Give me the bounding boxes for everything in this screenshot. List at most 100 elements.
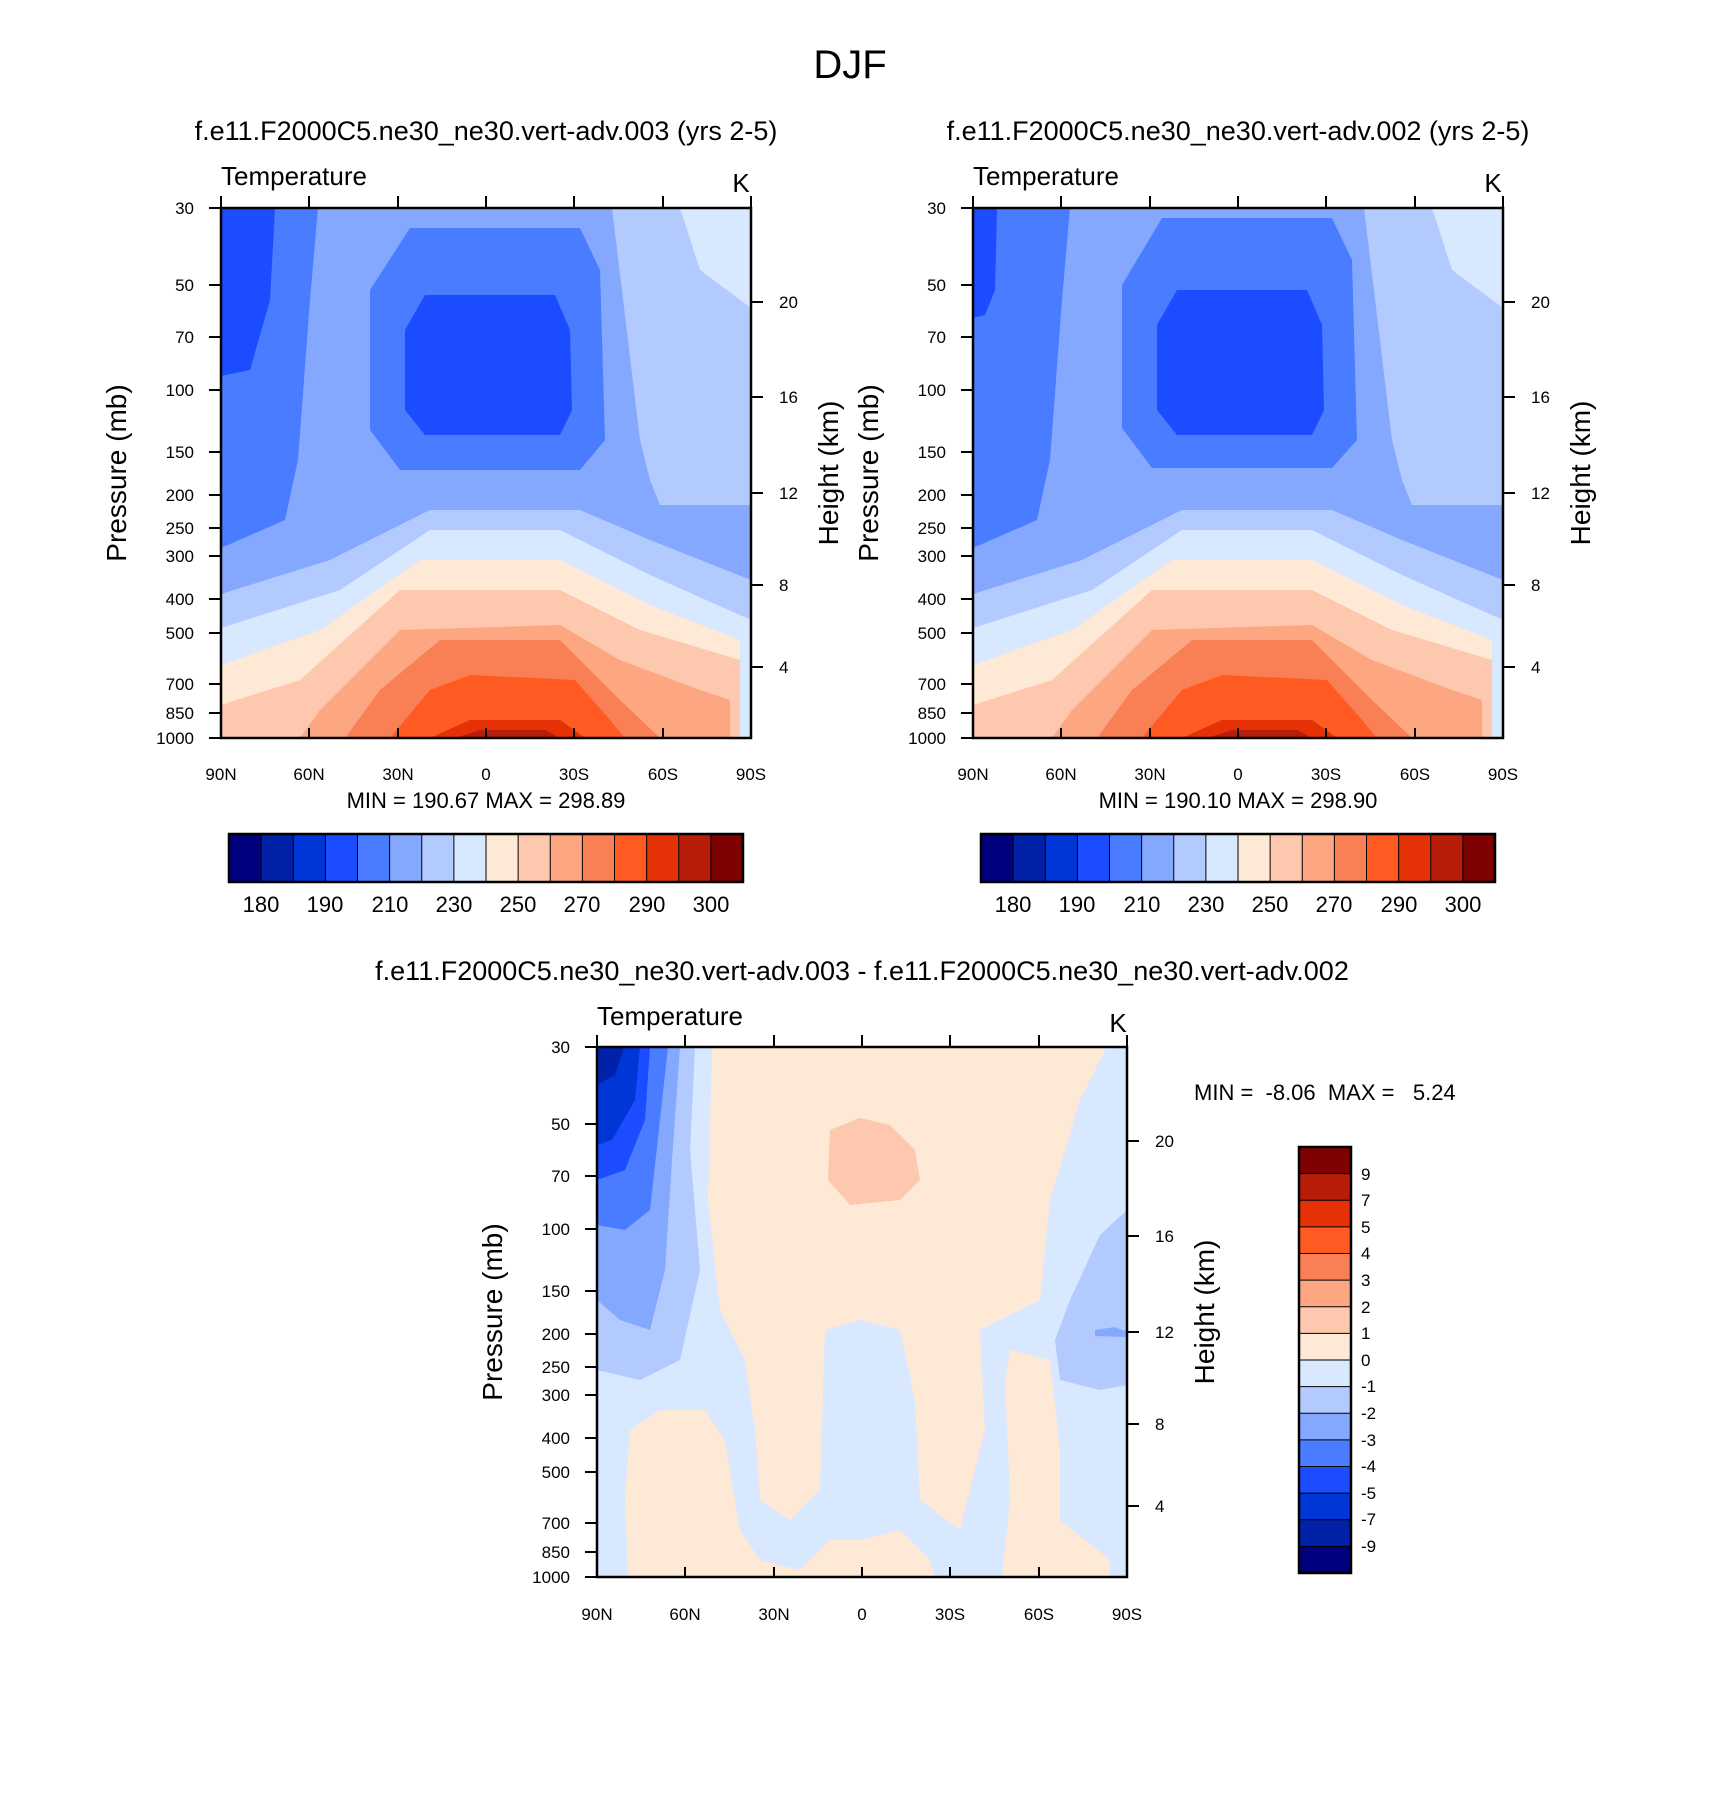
panel-a-cb-label-210: 210 <box>372 892 409 917</box>
panel-c-ytick-300: 300 <box>542 1386 570 1405</box>
panel-b-xtick-30s: 30S <box>1311 765 1341 784</box>
panel-b-cb-label-300: 300 <box>1445 892 1482 917</box>
panel-b-fill-220 <box>1364 208 1503 505</box>
panel-b-stats: MIN = 190.10 MAX = 298.90 <box>1099 788 1378 813</box>
panel-c-xtick-0: 0 <box>857 1605 866 1624</box>
panel-a-units: K <box>732 168 750 198</box>
panel-b-units: K <box>1484 168 1502 198</box>
panel-b-ytick-1000: 1000 <box>908 729 946 748</box>
panel-c-title: f.e11.F2000C5.ne30_ne30.vert-adv.003 - f… <box>375 956 1349 986</box>
panel-c-y2tick-16: 16 <box>1155 1227 1174 1246</box>
panel-a-colorbar-swatch-1 <box>260 833 295 883</box>
panel-c-left-label: Temperature <box>597 1001 743 1031</box>
panel-c-cb-label-5: 5 <box>1361 1218 1370 1237</box>
panel-c-cb-label-7: 7 <box>1361 1191 1370 1210</box>
panel-b-colorbar-swatch-1 <box>1012 833 1047 883</box>
panel-c-colorbar-swatch-13 <box>1298 1492 1352 1521</box>
panel-a-ytick-300: 300 <box>166 547 194 566</box>
panel-a-ytick-150: 150 <box>166 443 194 462</box>
panel-b-colorbar-swatch-10 <box>1301 833 1336 883</box>
panel-c-axes: 90N 60N 30N 0 30S 60S 90S <box>477 1035 1220 1624</box>
panel-a-x-ticks: 90N 60N 30N 0 30S 60S 90S <box>205 196 766 784</box>
panel-a-colorbar-swatch-7 <box>453 833 487 883</box>
panel-b-colorbar-swatch-9 <box>1269 833 1304 883</box>
panel-a-ytick-500: 500 <box>166 624 194 643</box>
panel-a-colorbar-swatch-2 <box>292 833 327 883</box>
panel-c-xtick-30n: 30N <box>758 1605 789 1624</box>
panel-a-ytick-700: 700 <box>166 675 194 694</box>
panel-a-axes: 90N 60N 30N 0 30S 60S 90S <box>101 196 844 784</box>
panel-c-x-ticks: 90N 60N 30N 0 30S 60S 90S <box>581 1035 1142 1624</box>
panel-a-cb-label-180: 180 <box>243 892 280 917</box>
panel-b-xtick-60s: 60S <box>1400 765 1430 784</box>
panel-c-colorbar-swatch-0 <box>1298 1146 1352 1175</box>
panel-c-ylabel: Pressure (mb) <box>477 1223 508 1400</box>
panel-a-cb-label-300: 300 <box>693 892 730 917</box>
panel-b-colorbar-swatch-3 <box>1076 833 1111 883</box>
panel-c-cb-label-neg9: -9 <box>1361 1537 1376 1556</box>
panel-a-colorbar-frame <box>227 832 745 884</box>
panel-b-colorbar-swatch-6 <box>1173 833 1207 883</box>
panel-a-colorbar: 180 190 210 230 250 270 290 300 <box>227 832 745 917</box>
panel-a-y-ticks: 30 50 70 100 150 200 250 300 400 500 700… <box>156 199 221 748</box>
panel-c-colorbar-swatch-7 <box>1298 1332 1352 1361</box>
panel-b-colorbar-swatch-4 <box>1109 833 1143 883</box>
panel-b-colorbar-swatch-5 <box>1141 833 1175 883</box>
panel-c-colorbar-swatch-15 <box>1298 1545 1352 1574</box>
panel-b-y-ticks: 30 50 70 100 150 200 250 300 400 500 700… <box>908 199 973 748</box>
panel-a-cb-label-250: 250 <box>500 892 537 917</box>
panel-a-colorbar-swatch-14 <box>678 833 712 883</box>
panel-a-colorbar-labels: 180 190 210 230 250 270 290 300 <box>243 892 730 917</box>
panel-a-colorbar-swatch-9 <box>517 833 552 883</box>
panel-c-xtick-90n: 90N <box>581 1605 612 1624</box>
panel-b-fill-300 <box>1207 730 1312 738</box>
panel-b-cb-label-190: 190 <box>1059 892 1096 917</box>
panel-c-ytick-200: 200 <box>542 1325 570 1344</box>
panel-b-y2-ticks: 20 16 12 8 4 <box>1503 293 1550 677</box>
panel-a-colorbar-swatch-15 <box>710 833 744 883</box>
panel-c-ytick-700: 700 <box>542 1514 570 1533</box>
panel-a-colorbar-swatch-11 <box>581 833 616 883</box>
panel-b-ytick-850: 850 <box>918 704 946 723</box>
panel-a-ytick-1000: 1000 <box>156 729 194 748</box>
panel-c-fill-neg-south <box>1055 1210 1127 1390</box>
panel-b-y2tick-16: 16 <box>1531 388 1550 407</box>
panel-c-y2tick-4: 4 <box>1155 1497 1164 1516</box>
panel-b-fill-230 <box>1432 208 1503 308</box>
panel-c-y2tick-20: 20 <box>1155 1132 1174 1151</box>
panel-a-xtick-60n: 60N <box>293 765 324 784</box>
panel-a-fill-230 <box>680 208 751 308</box>
panel-b-ytick-400: 400 <box>918 590 946 609</box>
panel-c-ytick-30: 30 <box>551 1038 570 1057</box>
panel-b-cb-label-250: 250 <box>1252 892 1289 917</box>
panel-a-colorbar-swatch-4 <box>357 833 391 883</box>
panel-c-cb-label-neg1: -1 <box>1361 1377 1376 1396</box>
panel-b-ytick-150: 150 <box>918 443 946 462</box>
panel-c-ytick-50: 50 <box>551 1115 570 1134</box>
panel-a-colorbar-swatch-10 <box>549 833 584 883</box>
panel-a-colorbar-swatch-13 <box>646 833 680 883</box>
panel-c-y2tick-8: 8 <box>1155 1415 1164 1434</box>
panel-b-cb-label-290: 290 <box>1381 892 1418 917</box>
panel-b-colorbar-swatch-11 <box>1333 833 1368 883</box>
panel-c-cb-label-neg2: -2 <box>1361 1404 1376 1423</box>
panel-b-ytick-70: 70 <box>927 328 946 347</box>
panel-c-colorbar-frame <box>1297 1145 1353 1575</box>
panel-b: f.e11.F2000C5.ne30_ne30.vert-adv.002 (yr… <box>853 116 1596 917</box>
panel-c-ytick-500: 500 <box>542 1463 570 1482</box>
panel-a-xtick-30s: 30S <box>559 765 589 784</box>
panel-a-fill-290 <box>390 675 625 738</box>
panel-c-ytick-150: 150 <box>542 1282 570 1301</box>
panel-a-xtick-0: 0 <box>481 765 490 784</box>
panel-b-contours <box>973 208 1503 738</box>
panel-c-fill-neg-2-to-3-south <box>1095 1327 1127 1337</box>
panel-a-ytick-400: 400 <box>166 590 194 609</box>
panel-c-ytick-70: 70 <box>551 1167 570 1186</box>
panel-b-ytick-500: 500 <box>918 624 946 643</box>
panel-b-left-label: Temperature <box>973 161 1119 191</box>
panel-b-cb-label-180: 180 <box>995 892 1032 917</box>
panel-b-colorbar-swatch-2 <box>1044 833 1079 883</box>
panel-c-colorbar-swatch-14 <box>1298 1519 1352 1548</box>
panel-b-colorbar: 180 190 210 230 250 270 290 300 <box>979 832 1497 917</box>
panel-b-colorbar-swatches <box>980 833 1496 883</box>
